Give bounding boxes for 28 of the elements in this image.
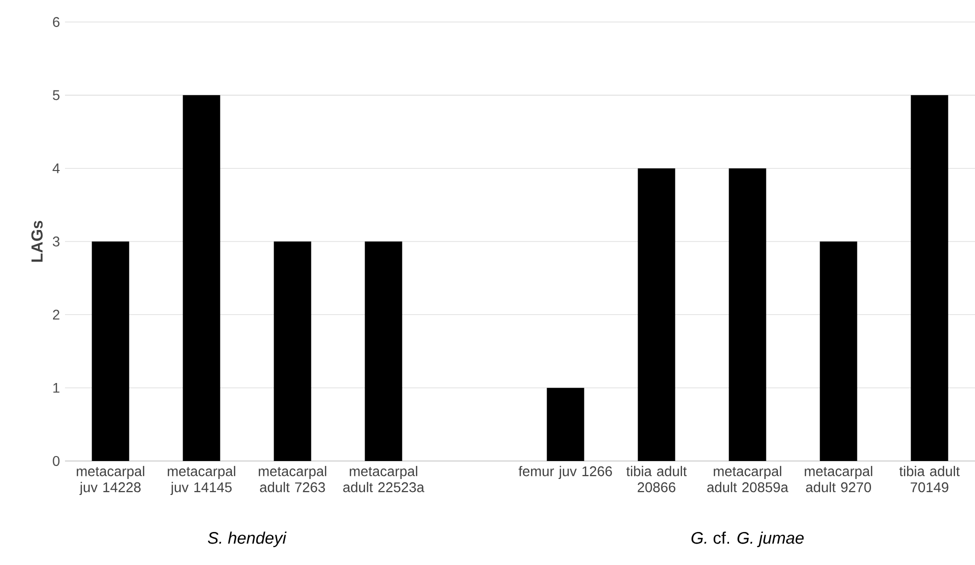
x-tick-label: tibia adult 20866	[626, 466, 687, 492]
x-tick-label: metacarpal adult 7263	[258, 466, 326, 492]
y-tick-label: 3	[52, 236, 60, 246]
y-tick-label: 0	[52, 456, 60, 466]
bar	[274, 242, 312, 461]
bar	[910, 95, 948, 461]
bar	[638, 168, 676, 461]
y-tick-label: 1	[53, 383, 60, 393]
bar	[728, 168, 766, 461]
y-tick-label: 4	[52, 164, 60, 174]
text: S. hendeyi	[208, 532, 287, 548]
bar	[182, 95, 220, 461]
x-tick-label: metacarpal adult 20859a	[707, 466, 788, 492]
bar	[92, 242, 130, 461]
y-tick-label: 2	[52, 310, 60, 320]
x-tick-label: metacarpal adult 22523a	[343, 466, 424, 492]
bar	[820, 242, 858, 461]
x-tick-label: tibia adult 70149	[899, 466, 960, 492]
y-tick-label: 5	[52, 90, 60, 100]
x-tick-label: metacarpal juv 14228	[76, 466, 144, 495]
y-tick-label: 6	[52, 17, 60, 27]
x-tick-label: metacarpal juv 14145	[168, 466, 236, 495]
bar	[546, 388, 584, 461]
x-tick-label: femur juv 1266	[518, 466, 612, 479]
y-axis-title: LAGs	[31, 220, 43, 262]
text: G. cf. G. jumae	[692, 532, 804, 548]
bar	[364, 242, 402, 461]
x-tick-label: metacarpal adult 9270	[804, 466, 872, 492]
